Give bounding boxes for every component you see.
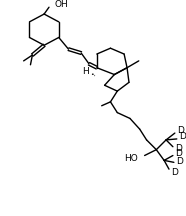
Text: H: H xyxy=(82,67,89,76)
Text: D: D xyxy=(179,132,186,141)
Text: OH: OH xyxy=(55,0,69,9)
Text: D: D xyxy=(175,149,182,158)
Text: D: D xyxy=(175,144,182,153)
Text: HO: HO xyxy=(124,154,138,163)
Text: D: D xyxy=(176,157,183,166)
Text: D: D xyxy=(177,126,184,135)
Text: •,: •, xyxy=(90,72,96,77)
Text: D: D xyxy=(171,168,178,177)
